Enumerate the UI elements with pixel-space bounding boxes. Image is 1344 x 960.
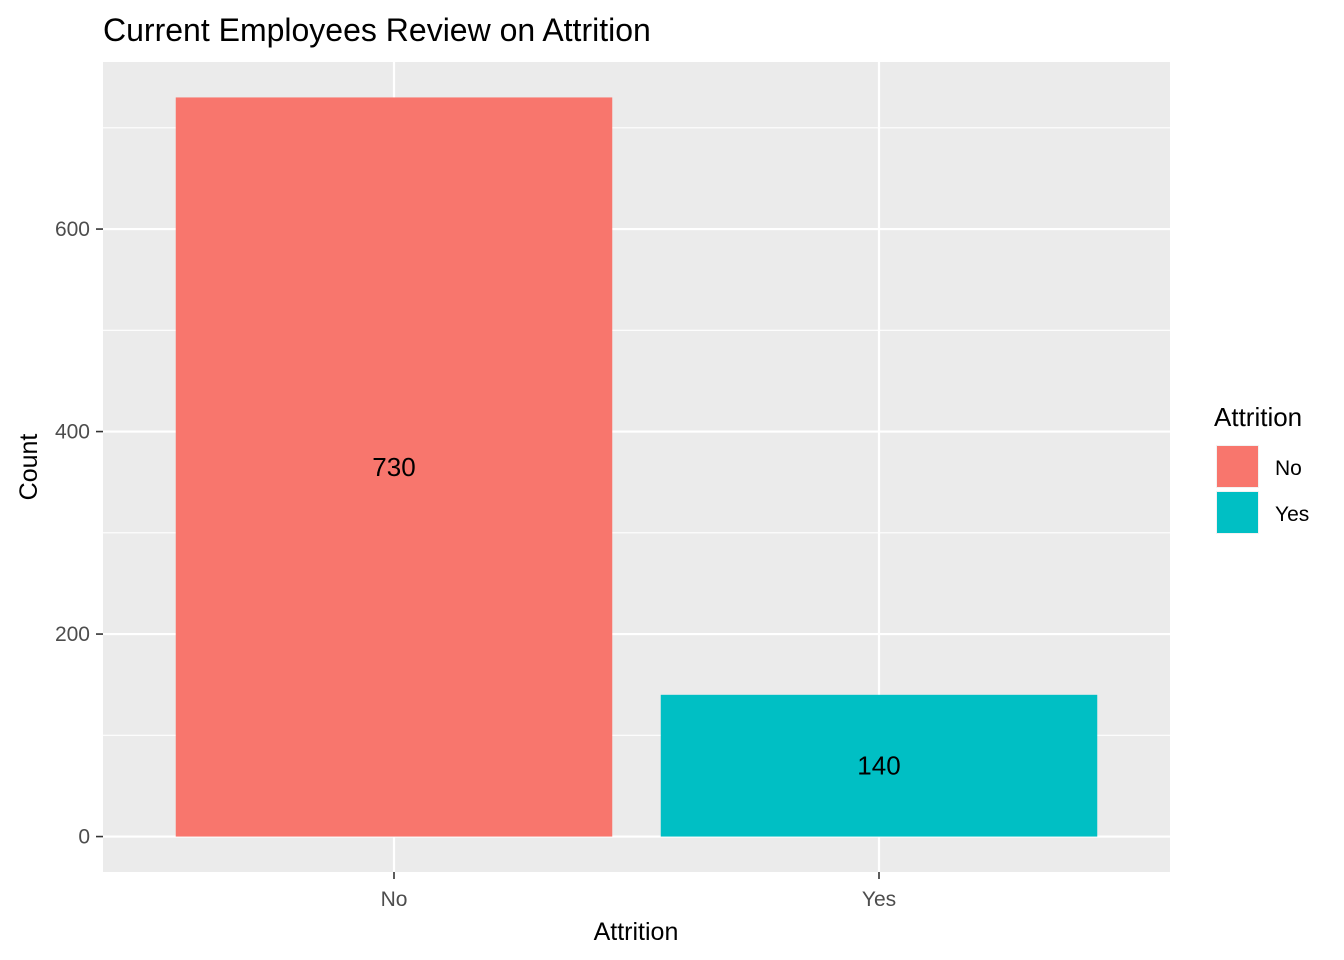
legend: Attrition No Yes bbox=[1214, 402, 1309, 534]
bar-yes bbox=[660, 694, 1098, 837]
bar-data-labels: 730 140 bbox=[372, 452, 900, 781]
bars bbox=[175, 97, 1098, 837]
y-axis: 0 200 400 600 bbox=[55, 218, 103, 849]
legend-swatch-yes bbox=[1217, 492, 1258, 533]
bar-label-yes: 140 bbox=[857, 751, 900, 781]
y-axis-title: Count bbox=[15, 434, 43, 501]
legend-title: Attrition bbox=[1214, 402, 1302, 432]
bar-no bbox=[175, 97, 613, 837]
chart-title: Current Employees Review on Attrition bbox=[103, 12, 651, 48]
x-tick-label: Yes bbox=[862, 888, 896, 911]
bar-label-no: 730 bbox=[372, 452, 415, 482]
x-axis-title: Attrition bbox=[594, 918, 679, 946]
y-tick-label: 600 bbox=[55, 218, 90, 241]
x-tick-label: No bbox=[381, 888, 408, 911]
y-tick-label: 400 bbox=[55, 421, 90, 444]
legend-swatch-no bbox=[1217, 446, 1258, 487]
legend-label-yes: Yes bbox=[1275, 503, 1309, 526]
y-tick-label: 0 bbox=[78, 826, 90, 849]
legend-label-no: No bbox=[1275, 457, 1302, 480]
y-tick-label: 200 bbox=[55, 623, 90, 646]
legend-items: No Yes bbox=[1216, 445, 1309, 534]
x-axis: No Yes bbox=[381, 872, 896, 911]
